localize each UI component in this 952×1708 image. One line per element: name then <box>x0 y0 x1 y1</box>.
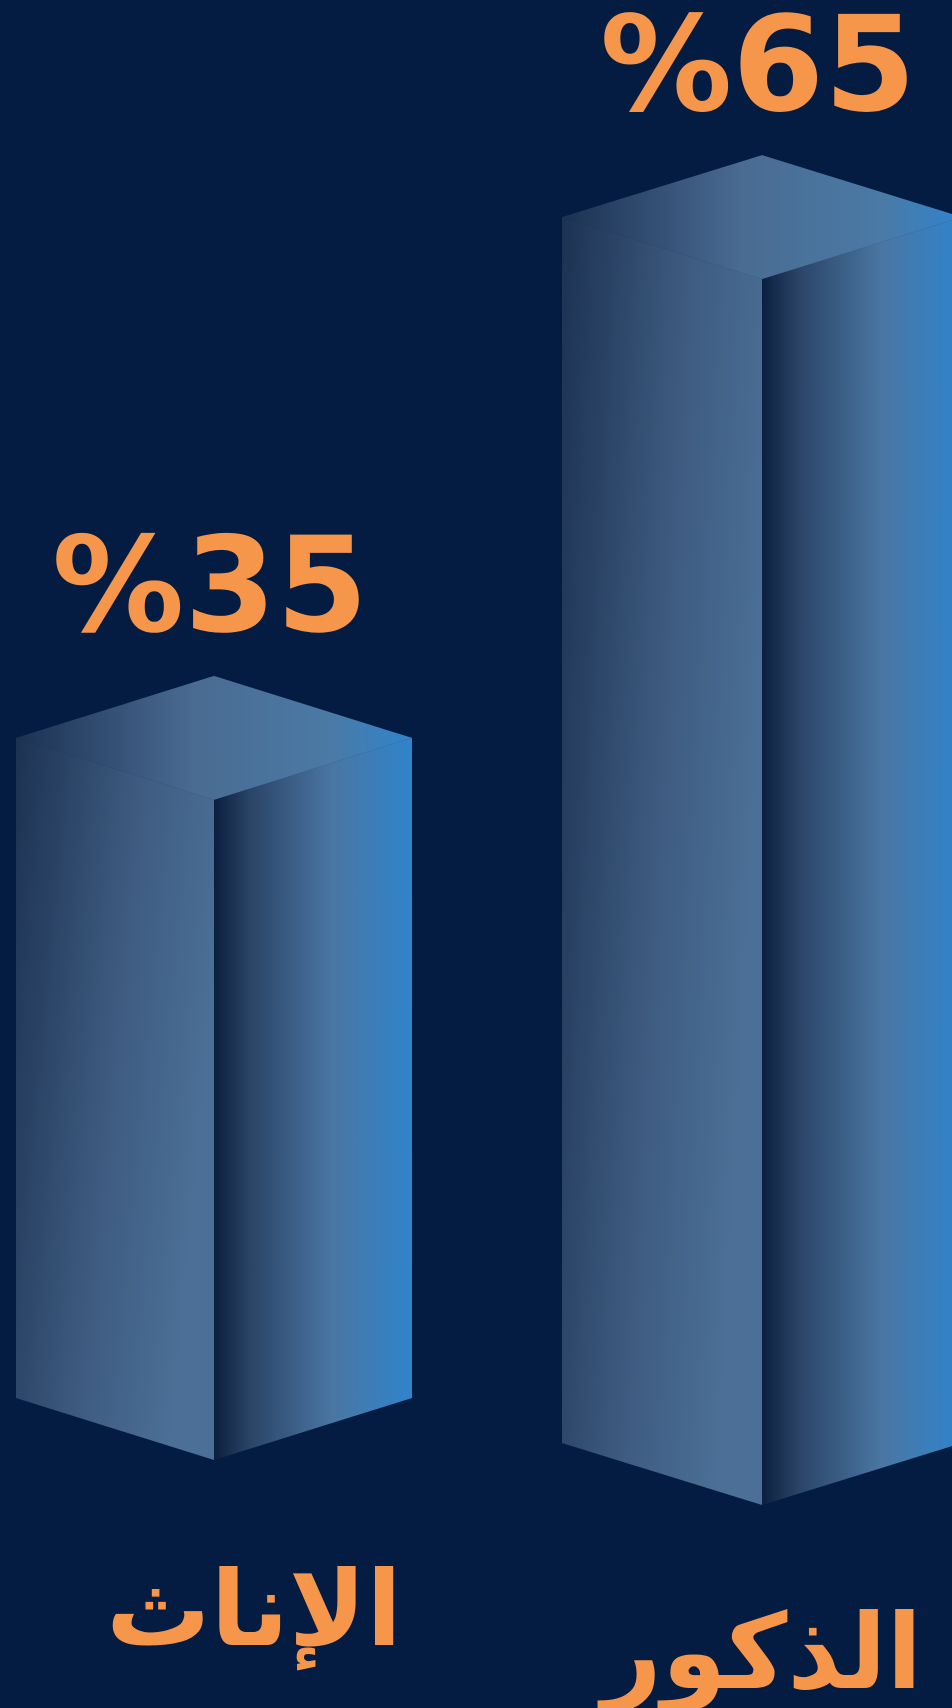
bar-1-top-face <box>16 675 412 800</box>
category-label-1: الإناث <box>106 1548 402 1671</box>
bar-1-left-face <box>16 737 214 1460</box>
bar-1 <box>16 675 412 1460</box>
bars-layer <box>16 155 952 1506</box>
bar-2 <box>562 155 952 1506</box>
value-label-2: %65 <box>600 0 916 142</box>
bar-1-right-face <box>214 737 412 1460</box>
bar-2-right-face <box>762 220 952 1505</box>
category-label-2: الذكور <box>597 1591 922 1708</box>
bar-2-left-face <box>562 217 762 1506</box>
labels-layer: %35 الإناث %65 الذكور <box>52 0 922 1708</box>
bar-2-top-face <box>562 155 952 280</box>
value-label-1: %35 <box>52 509 368 663</box>
